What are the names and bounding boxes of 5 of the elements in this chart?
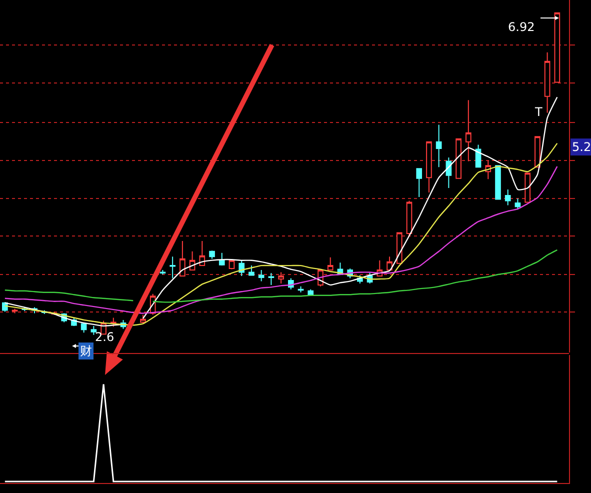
text: 5.2 bbox=[572, 140, 591, 154]
text: 财 bbox=[80, 344, 92, 358]
annotation: T bbox=[534, 105, 543, 119]
annotation: 2.6 bbox=[95, 330, 114, 344]
annotation: 6.92 bbox=[508, 20, 535, 34]
